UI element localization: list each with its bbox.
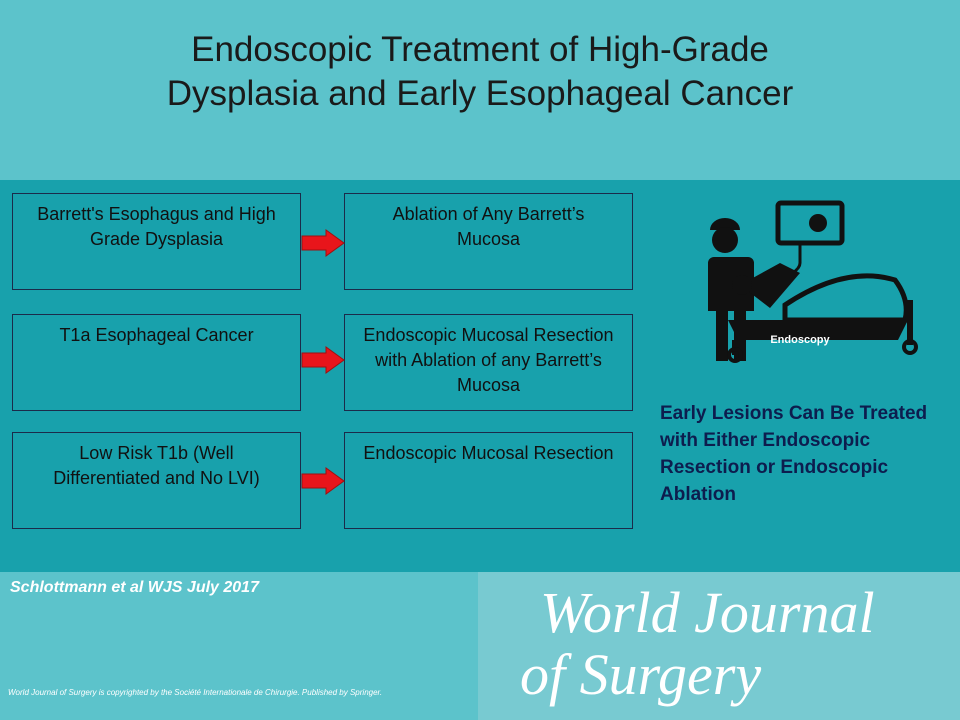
treatment-box: Endoscopic Mucosal Resection [344, 432, 633, 529]
treatment-box: Endoscopic Mucosal Resection with Ablati… [344, 314, 633, 411]
endoscopy-icon: Endoscopy [702, 200, 918, 363]
slide-title: Endoscopic Treatment of High-Grade Dyspl… [166, 30, 794, 113]
condition-box: Low Risk T1b (Well Differentiated and No… [12, 432, 301, 529]
arrow [301, 346, 345, 374]
treatment-box: Ablation of Any Barrett’s Mucosa [344, 193, 633, 290]
arrow [301, 467, 345, 495]
icon-label: Endoscopy [770, 334, 830, 346]
logo-background [478, 572, 960, 720]
journal-logo: of Surgery [520, 642, 762, 707]
condition-box: T1a Esophageal Cancer [12, 314, 301, 411]
citation: Schlottmann et al WJS July 2017 [10, 579, 259, 596]
condition-box: Barrett's Esophagus and High Grade Dyspl… [12, 193, 301, 290]
arrow [301, 229, 345, 257]
summary-note: Early Lesions Can Be Treated with Either… [660, 403, 928, 505]
journal-logo: World Journal [540, 580, 875, 645]
copyright: World Journal of Surgery is copyrighted … [8, 688, 383, 697]
